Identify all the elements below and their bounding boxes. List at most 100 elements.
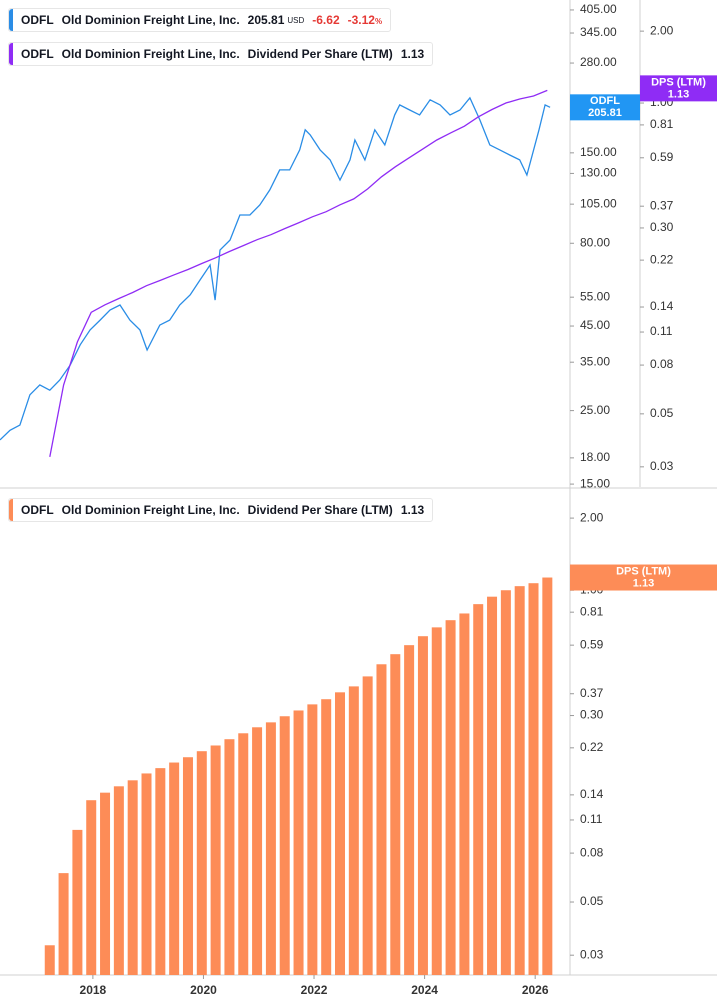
bar bbox=[500, 590, 511, 975]
bar bbox=[113, 786, 124, 975]
legend-value: 1.13 bbox=[400, 503, 425, 517]
bar bbox=[238, 733, 249, 975]
bar bbox=[265, 722, 276, 975]
bar bbox=[86, 800, 97, 975]
y-tick-label: 80.00 bbox=[580, 235, 610, 249]
axis-tag bbox=[640, 75, 717, 102]
bar bbox=[528, 583, 539, 975]
y-tick-label: 105.00 bbox=[580, 196, 617, 210]
bar bbox=[321, 699, 332, 975]
y2-tick-label: 0.37 bbox=[650, 198, 674, 212]
x-tick-label: 2022 bbox=[301, 983, 328, 997]
bar bbox=[252, 727, 263, 975]
y2-tick-label: 0.11 bbox=[650, 324, 673, 338]
x-tick-label: 2026 bbox=[522, 983, 549, 997]
y-tick-label: 0.11 bbox=[580, 812, 603, 826]
y-tick-label: 15.00 bbox=[580, 476, 610, 490]
axis-tag-label: DPS (LTM) bbox=[651, 76, 706, 88]
bar bbox=[100, 792, 111, 975]
y-tick-label: 25.00 bbox=[580, 403, 610, 417]
bar bbox=[293, 710, 304, 975]
axis-tag-value: 1.13 bbox=[668, 88, 689, 100]
y-tick-label: 0.37 bbox=[580, 686, 604, 700]
bar bbox=[445, 620, 456, 975]
bar bbox=[335, 692, 346, 975]
y-tick-label: 0.05 bbox=[580, 894, 604, 908]
legend-price: 205.81 bbox=[247, 13, 285, 27]
bar bbox=[473, 604, 484, 975]
pct-value: -3.12 bbox=[347, 13, 375, 27]
y-tick-label: 130.00 bbox=[580, 166, 617, 180]
legend-swatch bbox=[9, 9, 13, 31]
bar bbox=[390, 654, 401, 975]
bar bbox=[376, 664, 387, 975]
y-tick-label: 0.14 bbox=[580, 787, 604, 801]
legend-swatch bbox=[9, 43, 13, 65]
y2-tick-label: 0.59 bbox=[650, 150, 674, 164]
bar bbox=[487, 596, 498, 975]
y-tick-label: 35.00 bbox=[580, 354, 610, 368]
bar bbox=[348, 686, 359, 975]
y2-tick-label: 0.30 bbox=[650, 220, 674, 234]
y-tick-label: 405.00 bbox=[580, 2, 617, 16]
y2-tick-label: 0.22 bbox=[650, 252, 674, 266]
y-tick-label: 0.59 bbox=[580, 637, 604, 651]
y-tick-label: 45.00 bbox=[580, 318, 610, 332]
bar bbox=[72, 829, 83, 975]
legend-dps: ODFL Old Dominion Freight Line, Inc. Div… bbox=[8, 42, 434, 66]
legend-company: Old Dominion Freight Line, Inc. bbox=[61, 503, 240, 517]
line-series bbox=[49, 89, 548, 458]
y-tick-label: 150.00 bbox=[580, 145, 617, 159]
bar bbox=[155, 768, 166, 975]
y-tick-label: 0.22 bbox=[580, 740, 604, 754]
y2-tick-label: 0.03 bbox=[650, 459, 674, 473]
bar bbox=[224, 739, 235, 975]
bar bbox=[307, 704, 318, 975]
legend-symbol: ODFL bbox=[21, 503, 54, 517]
axis-tag-value: 1.13 bbox=[633, 577, 654, 589]
bar bbox=[127, 780, 138, 975]
bar bbox=[362, 676, 373, 975]
pct-unit: % bbox=[374, 17, 383, 26]
y-tick-label: 18.00 bbox=[580, 450, 610, 464]
x-tick-label: 2020 bbox=[190, 983, 217, 997]
bar bbox=[210, 745, 221, 975]
bar bbox=[459, 613, 470, 975]
legend-change-pct: -3.12% bbox=[348, 13, 382, 27]
x-tick-label: 2018 bbox=[80, 983, 107, 997]
x-tick-label: 2024 bbox=[411, 983, 438, 997]
legend-symbol: ODFL bbox=[21, 13, 54, 27]
legend-dps-bars: ODFL Old Dominion Freight Line, Inc. Div… bbox=[8, 498, 434, 522]
y2-tick-label: 0.05 bbox=[650, 406, 674, 420]
line-series bbox=[0, 96, 551, 441]
bar bbox=[542, 577, 553, 975]
bar bbox=[44, 945, 55, 975]
legend-series: Dividend Per Share (LTM) bbox=[247, 47, 393, 61]
axis-tag bbox=[570, 564, 717, 591]
legend-company: Old Dominion Freight Line, Inc. bbox=[61, 13, 240, 27]
bar bbox=[182, 757, 193, 975]
axis-tag-value: 205.81 bbox=[588, 107, 622, 119]
legend-currency: USD bbox=[287, 15, 305, 25]
y-tick-label: 345.00 bbox=[580, 25, 617, 39]
y-tick-label: 0.30 bbox=[580, 708, 604, 722]
bar bbox=[431, 627, 442, 975]
bar bbox=[279, 716, 290, 975]
legend-company: Old Dominion Freight Line, Inc. bbox=[61, 47, 240, 61]
y-tick-label: 0.03 bbox=[580, 947, 604, 961]
bar bbox=[404, 645, 415, 975]
y2-tick-label: 0.08 bbox=[650, 357, 674, 371]
bar bbox=[196, 751, 207, 975]
legend-swatch bbox=[9, 499, 13, 521]
y2-tick-label: 0.81 bbox=[650, 117, 674, 131]
legend-symbol: ODFL bbox=[21, 47, 54, 61]
bar bbox=[514, 586, 525, 975]
axis-tag-label: DPS (LTM) bbox=[616, 565, 671, 577]
bar bbox=[58, 873, 69, 975]
y2-tick-label: 0.14 bbox=[650, 299, 674, 313]
legend-change: -6.62 bbox=[312, 13, 340, 27]
y-tick-label: 0.08 bbox=[580, 845, 604, 859]
legend-price: ODFL Old Dominion Freight Line, Inc. 205… bbox=[8, 8, 392, 32]
